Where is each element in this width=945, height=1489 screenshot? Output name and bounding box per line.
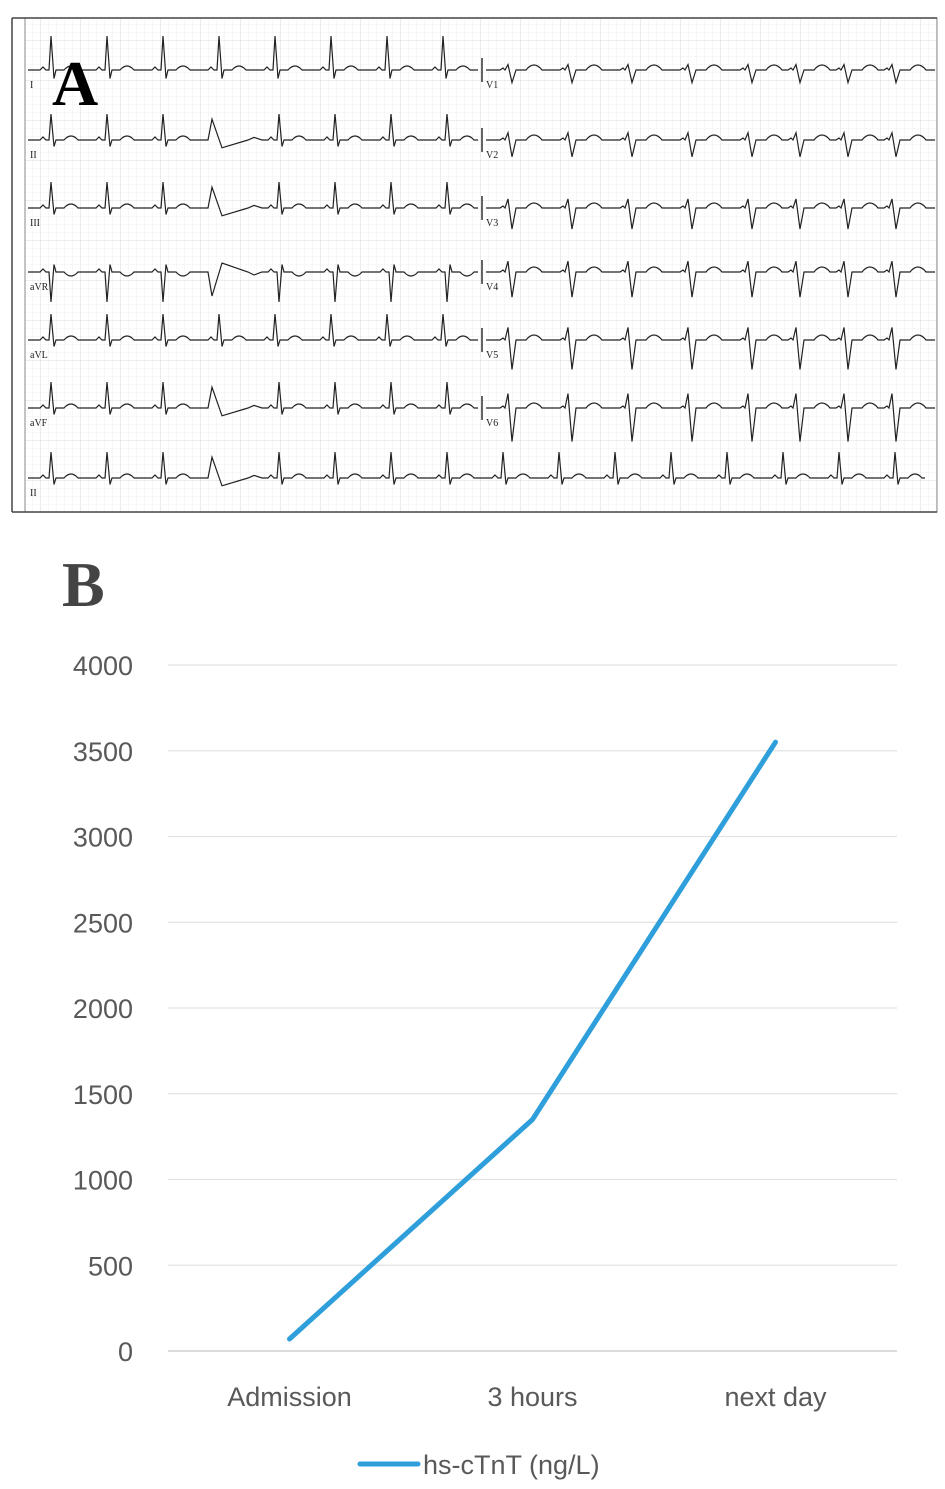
ecg-trace-left-2 (28, 113, 478, 149)
x-axis-ticks: Admission 3 hours next day (227, 1382, 827, 1412)
ecg-trace-right-4 (486, 261, 935, 298)
ecg-trace-left-1 (28, 35, 478, 79)
y-tick-label: 0 (118, 1337, 133, 1367)
panel-a-letter: A (52, 48, 98, 119)
ecg-panel: I V1 II V2 III V3 aVR V4 aVL V5 aVF V6 II A (11, 17, 938, 513)
ecg-trace-right-5 (486, 327, 935, 370)
x-tick-label: next day (724, 1382, 827, 1412)
ecg-lead-label: V3 (486, 218, 498, 229)
ecg-trace-left-3 (28, 181, 478, 217)
ecg-lead-label: V6 (486, 418, 498, 429)
ecg-trace-right-3 (486, 198, 935, 230)
y-tick-label: 1500 (73, 1080, 133, 1110)
ecg-lead-label: II (30, 488, 37, 499)
y-axis-ticks: 0 500 1000 1500 2000 2500 3000 3500 4000 (73, 651, 133, 1367)
ecg-lead-labels: I V1 II V2 III V3 aVR V4 aVL V5 aVF V6 II (30, 80, 498, 499)
ecg-lead-label: III (30, 218, 40, 229)
ecg-trace-right-2 (486, 130, 935, 157)
ecg-trace-left-7 (28, 451, 925, 487)
legend-label: hs-cTnT (ng/L) (423, 1450, 600, 1480)
ecg-lead-label: I (30, 80, 33, 91)
ecg-trace-left-5 (28, 313, 478, 347)
ecg-lead-label: II (30, 150, 37, 161)
ecg-lead-label: V4 (486, 282, 498, 293)
y-tick-label: 3500 (73, 737, 133, 767)
ecg-lead-label: aVF (30, 418, 48, 429)
ecg-traces (28, 35, 935, 487)
y-tick-label: 2000 (73, 994, 133, 1024)
ecg-lead-label: V2 (486, 150, 498, 161)
panel-b-letter: B (62, 549, 105, 620)
y-tick-label: 2500 (73, 908, 133, 938)
ecg-trace-left-6 (28, 381, 478, 417)
ecg-lead-label: aVL (30, 350, 48, 361)
grid-layer (168, 664, 897, 1352)
series-line-1 (287, 739, 778, 1342)
y-tick-label: 500 (88, 1251, 133, 1281)
troponin-line-chart: B 0 500 1000 1500 2000 2500 3000 3500 4000 Admis… (62, 549, 897, 1480)
ecg-paper (24, 17, 938, 513)
ecg-trace-left-4 (28, 262, 478, 303)
ecg-lead-label: V5 (486, 350, 498, 361)
x-tick-label: Admission (227, 1382, 352, 1412)
y-tick-label: 4000 (73, 651, 133, 681)
y-tick-label: 1000 (73, 1166, 133, 1196)
ecg-lead-label: V1 (486, 80, 498, 91)
series-layer (287, 739, 778, 1342)
legend: hs-cTnT (ng/L) (357, 1450, 600, 1480)
ecg-lead-label: aVR (30, 282, 49, 293)
y-tick-label: 3000 (73, 823, 133, 853)
x-tick-label: 3 hours (487, 1382, 577, 1412)
ecg-trace-right-1 (486, 62, 935, 85)
ecg-trace-right-6 (486, 393, 935, 442)
